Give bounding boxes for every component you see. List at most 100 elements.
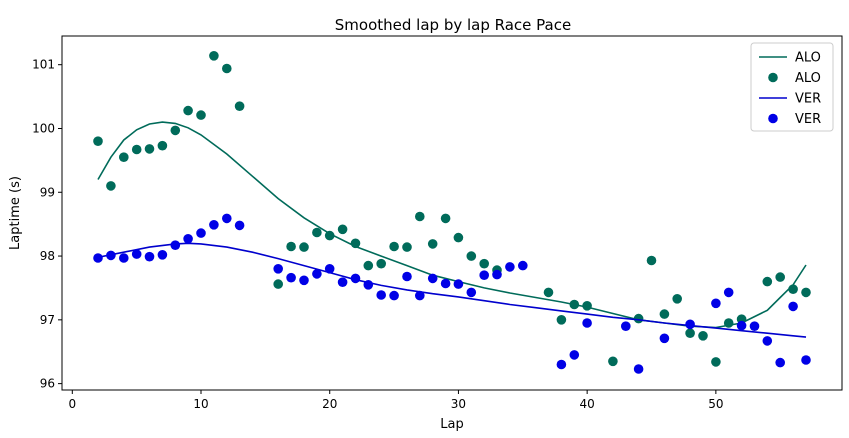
- data-point-ver: [659, 333, 670, 344]
- data-point-alo: [633, 313, 644, 324]
- y-axis-label: Laptime (s): [8, 176, 23, 250]
- data-point-ver: [582, 318, 592, 328]
- y-tick-label: 96: [40, 377, 55, 391]
- legend-label: ALO: [795, 51, 821, 66]
- data-point-ver: [801, 355, 811, 365]
- chart-title: Smoothed lap by lap Race Pace: [335, 16, 571, 34]
- y-tick-label: 98: [40, 249, 55, 263]
- legend-box: [750, 42, 834, 132]
- data-point-alo: [440, 213, 451, 224]
- legend-label: VER: [795, 92, 821, 107]
- data-point-alo: [312, 227, 322, 238]
- plot-frame: [61, 35, 843, 391]
- data-point-ver: [415, 290, 425, 301]
- data-point-ver: [479, 270, 490, 281]
- data-point-ver: [183, 234, 193, 244]
- x-axis-label: Lap: [440, 417, 463, 432]
- data-point-alo: [157, 140, 168, 151]
- data-point-alo: [698, 331, 708, 341]
- data-point-alo: [234, 101, 245, 111]
- legend-swatch-marker-ver: [768, 113, 778, 124]
- data-point-ver: [119, 253, 129, 263]
- data-point-alo: [415, 211, 425, 222]
- x-tick-label: 30: [451, 397, 466, 411]
- legend-swatch-marker-alo: [768, 72, 778, 83]
- data-point-ver: [170, 240, 181, 250]
- data-point-ver: [337, 277, 348, 288]
- data-point-ver: [775, 357, 785, 368]
- data-point-alo: [299, 242, 309, 252]
- x-tick-label: 0: [68, 397, 76, 411]
- data-point-alo: [119, 152, 129, 162]
- y-tick-label: 101: [32, 58, 55, 72]
- data-point-alo: [389, 241, 399, 252]
- legend-label: VER: [795, 112, 821, 127]
- data-point-alo: [543, 287, 554, 298]
- y-tick-label: 100: [32, 121, 55, 135]
- legend-label: ALO: [795, 71, 821, 86]
- data-point-ver: [363, 280, 374, 290]
- data-point-ver: [324, 264, 335, 274]
- data-point-alo: [350, 238, 361, 249]
- data-point-ver: [402, 271, 412, 282]
- data-point-ver: [131, 249, 142, 259]
- data-point-ver: [633, 364, 644, 374]
- data-point-ver: [505, 262, 515, 272]
- data-point-alo: [608, 356, 618, 367]
- data-point-ver: [453, 279, 464, 289]
- data-point-ver: [196, 228, 206, 238]
- plot-marks: [93, 51, 811, 374]
- data-point-ver: [144, 251, 155, 262]
- data-point-alo: [659, 309, 670, 319]
- data-point-alo: [376, 258, 387, 269]
- data-point-ver: [788, 301, 798, 312]
- data-point-ver: [621, 321, 631, 332]
- data-point-alo: [170, 125, 181, 136]
- x-tick-label: 20: [322, 397, 337, 411]
- data-point-ver: [312, 269, 322, 279]
- x-axis: 0 10 20 30 40 50: [68, 390, 724, 411]
- data-point-ver: [389, 290, 399, 301]
- data-point-ver: [711, 298, 721, 309]
- series-line-ver: [97, 242, 807, 338]
- data-point-ver: [556, 359, 567, 370]
- data-point-ver: [299, 275, 309, 286]
- data-point-ver: [749, 321, 760, 332]
- x-tick-label: 10: [193, 397, 208, 411]
- data-point-alo: [453, 232, 464, 243]
- data-point-alo: [144, 144, 155, 154]
- data-point-alo: [711, 357, 721, 367]
- data-point-alo: [106, 181, 116, 191]
- data-point-alo: [131, 144, 142, 155]
- data-point-alo: [646, 255, 657, 266]
- data-point-alo: [672, 294, 682, 304]
- data-point-alo: [569, 299, 580, 310]
- data-point-ver: [440, 278, 451, 289]
- data-point-alo: [337, 224, 348, 235]
- data-point-ver: [685, 319, 695, 330]
- data-point-ver: [350, 273, 361, 284]
- data-point-alo: [286, 241, 296, 252]
- data-point-alo: [723, 318, 734, 328]
- data-point-alo: [402, 242, 412, 252]
- data-point-ver: [273, 264, 284, 274]
- data-point-ver: [569, 350, 580, 360]
- data-point-alo: [466, 251, 477, 261]
- data-point-ver: [736, 320, 747, 331]
- data-point-ver: [466, 287, 477, 298]
- data-point-alo: [556, 315, 567, 325]
- data-point-alo: [479, 258, 490, 269]
- data-point-alo: [685, 328, 695, 339]
- data-point-ver: [93, 253, 103, 263]
- y-tick-label: 97: [40, 313, 55, 327]
- data-point-ver: [234, 220, 245, 231]
- x-tick-label: 40: [580, 397, 595, 411]
- data-point-ver: [376, 290, 387, 300]
- data-point-alo: [582, 301, 592, 311]
- y-axis: 96 97 98 99 100 101: [32, 58, 62, 391]
- y-tick-label: 99: [40, 185, 55, 199]
- x-tick-label: 50: [708, 397, 723, 411]
- data-point-ver: [106, 250, 116, 261]
- data-point-ver: [157, 250, 168, 260]
